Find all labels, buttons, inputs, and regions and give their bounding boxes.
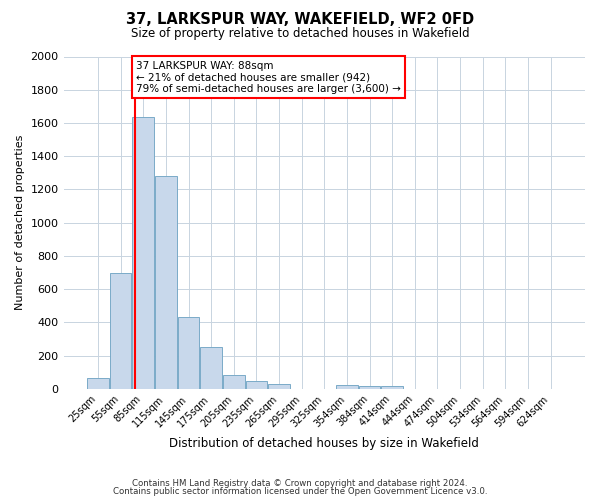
Bar — [87, 378, 109, 389]
Bar — [359, 386, 380, 389]
Bar — [133, 117, 154, 389]
Bar — [268, 384, 290, 389]
Bar — [382, 386, 403, 389]
Bar — [223, 375, 245, 389]
Bar — [200, 346, 222, 389]
Bar — [110, 274, 131, 389]
Bar — [178, 316, 199, 389]
Bar — [336, 384, 358, 389]
Text: 37, LARKSPUR WAY, WAKEFIELD, WF2 0FD: 37, LARKSPUR WAY, WAKEFIELD, WF2 0FD — [126, 12, 474, 28]
X-axis label: Distribution of detached houses by size in Wakefield: Distribution of detached houses by size … — [169, 437, 479, 450]
Text: Contains HM Land Registry data © Crown copyright and database right 2024.: Contains HM Land Registry data © Crown c… — [132, 478, 468, 488]
Y-axis label: Number of detached properties: Number of detached properties — [15, 135, 25, 310]
Text: Contains public sector information licensed under the Open Government Licence v3: Contains public sector information licen… — [113, 487, 487, 496]
Text: Size of property relative to detached houses in Wakefield: Size of property relative to detached ho… — [131, 28, 469, 40]
Bar — [245, 380, 267, 389]
Text: 37 LARKSPUR WAY: 88sqm
← 21% of detached houses are smaller (942)
79% of semi-de: 37 LARKSPUR WAY: 88sqm ← 21% of detached… — [136, 60, 401, 94]
Bar — [155, 176, 176, 389]
